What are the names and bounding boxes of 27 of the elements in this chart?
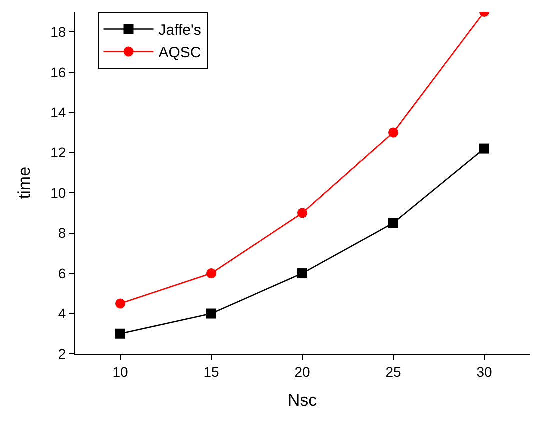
point (206, 308, 216, 319)
legend-label: Jaffe's (158, 22, 202, 40)
point (116, 328, 126, 339)
y-tick-label: 16 (50, 64, 66, 80)
x-tick-label: 30 (476, 364, 492, 380)
point (116, 298, 126, 309)
y-tick-label: 10 (50, 184, 66, 201)
x-tick-label: 10 (112, 364, 128, 380)
y-tick-label: 12 (50, 144, 66, 161)
x-tick-label: 20 (294, 364, 310, 380)
x-tick-label: 25 (386, 364, 402, 380)
point (206, 268, 216, 279)
x-axis-title: Nsc (288, 391, 318, 410)
x-tick-label: 15 (204, 364, 220, 380)
y-tick-label: 18 (50, 24, 66, 40)
point (388, 218, 398, 228)
y-tick-label: 8 (58, 225, 66, 242)
legend-label: AQSC (158, 44, 202, 62)
y-tick-label: 14 (50, 104, 66, 120)
y-axis-title: time (15, 166, 34, 200)
y-tick-label: 4 (58, 306, 66, 322)
y-tick-label: 6 (58, 265, 66, 282)
y-tick-label: 2 (58, 346, 66, 362)
point (388, 128, 398, 138)
point (298, 268, 308, 279)
point (480, 144, 490, 154)
point (298, 208, 308, 218)
